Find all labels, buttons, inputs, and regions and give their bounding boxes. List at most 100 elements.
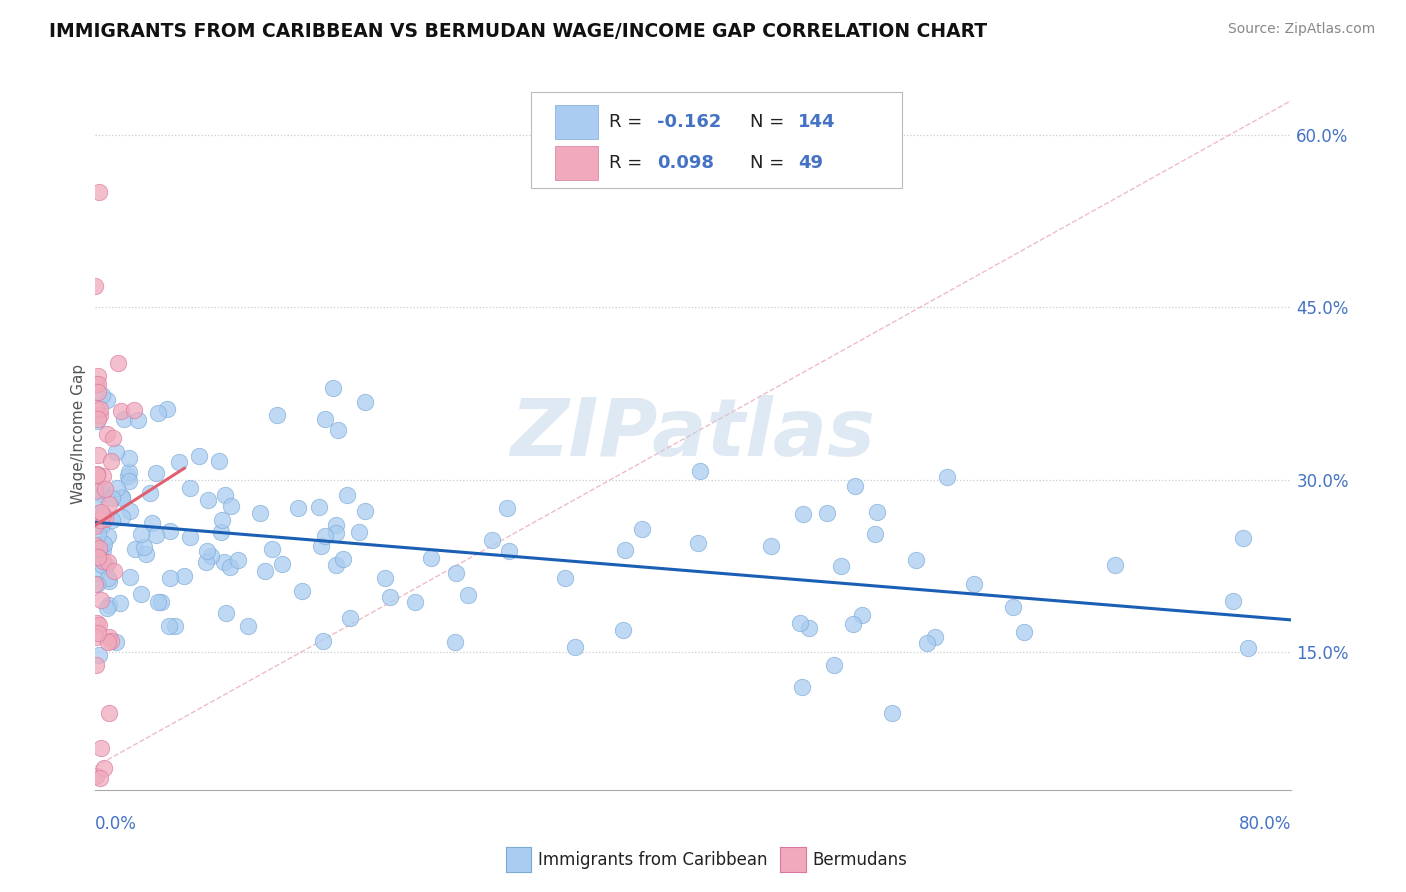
Point bbox=[98, 497, 121, 511]
Point bbox=[90, 505, 112, 519]
Text: N =: N = bbox=[751, 153, 790, 172]
Point bbox=[103, 564, 125, 578]
Point bbox=[797, 621, 820, 635]
Point bbox=[84, 516, 107, 531]
Point bbox=[118, 474, 141, 488]
Point bbox=[129, 587, 152, 601]
Point bbox=[354, 395, 377, 409]
Point bbox=[129, 527, 152, 541]
Point bbox=[112, 412, 135, 426]
FancyBboxPatch shape bbox=[531, 92, 903, 188]
Point bbox=[87, 527, 110, 541]
Point bbox=[157, 619, 180, 633]
Point bbox=[84, 377, 107, 392]
Point bbox=[118, 466, 141, 480]
Point bbox=[851, 608, 873, 623]
Point bbox=[87, 368, 110, 383]
Point bbox=[100, 453, 122, 467]
Point bbox=[271, 557, 294, 571]
Point bbox=[380, 591, 402, 605]
Point bbox=[238, 619, 260, 633]
Point bbox=[84, 538, 107, 552]
Point bbox=[111, 510, 134, 524]
Point bbox=[481, 533, 503, 548]
Point bbox=[200, 549, 222, 564]
Point bbox=[211, 513, 233, 527]
Point bbox=[93, 761, 115, 775]
Point bbox=[322, 381, 344, 395]
Point bbox=[94, 558, 117, 573]
Point bbox=[815, 506, 838, 520]
Point bbox=[308, 500, 330, 514]
Point bbox=[266, 408, 288, 422]
Text: 49: 49 bbox=[799, 153, 824, 172]
Point bbox=[159, 524, 181, 539]
Point bbox=[94, 512, 117, 526]
Point bbox=[84, 484, 107, 499]
FancyBboxPatch shape bbox=[555, 145, 599, 179]
Point bbox=[84, 769, 107, 783]
Point bbox=[87, 412, 110, 426]
Point bbox=[325, 517, 347, 532]
Point bbox=[97, 571, 120, 585]
Point bbox=[90, 483, 112, 497]
FancyBboxPatch shape bbox=[555, 104, 599, 139]
Point bbox=[347, 524, 370, 539]
Point bbox=[554, 571, 576, 585]
Point bbox=[792, 507, 814, 521]
Text: Bermudans: Bermudans bbox=[813, 851, 907, 869]
Point bbox=[97, 529, 120, 543]
Y-axis label: Wage/Income Gap: Wage/Income Gap bbox=[72, 364, 86, 504]
Point bbox=[882, 706, 904, 720]
Point bbox=[842, 616, 865, 631]
Point bbox=[96, 426, 118, 441]
Point bbox=[865, 526, 887, 541]
Point bbox=[86, 414, 108, 428]
Text: 80.0%: 80.0% bbox=[1239, 815, 1292, 833]
Point bbox=[844, 479, 866, 493]
Point bbox=[135, 547, 157, 561]
Point bbox=[179, 482, 201, 496]
Point bbox=[686, 536, 709, 550]
Point bbox=[963, 577, 986, 591]
Point bbox=[630, 522, 652, 536]
Point bbox=[97, 574, 120, 588]
Point bbox=[87, 384, 110, 399]
Point bbox=[326, 423, 349, 437]
Point bbox=[98, 598, 121, 612]
Point bbox=[823, 658, 845, 673]
Text: 0.098: 0.098 bbox=[657, 153, 714, 172]
Point bbox=[87, 186, 110, 200]
Text: -0.162: -0.162 bbox=[657, 112, 721, 131]
Text: Immigrants from Caribbean: Immigrants from Caribbean bbox=[538, 851, 768, 869]
Point bbox=[86, 566, 108, 580]
Point bbox=[1002, 600, 1025, 615]
Point bbox=[498, 543, 520, 558]
Point bbox=[404, 595, 426, 609]
Point bbox=[86, 467, 108, 481]
Point bbox=[148, 595, 170, 609]
Point bbox=[89, 771, 111, 785]
Point bbox=[91, 543, 114, 558]
Point bbox=[84, 279, 107, 293]
Point bbox=[98, 706, 121, 720]
Point bbox=[110, 404, 132, 418]
Point bbox=[339, 611, 361, 625]
Text: R =: R = bbox=[609, 112, 648, 131]
Point bbox=[87, 509, 110, 524]
Point bbox=[936, 470, 959, 484]
Point bbox=[167, 455, 190, 469]
Point bbox=[287, 500, 309, 515]
Point bbox=[107, 356, 129, 370]
Point bbox=[84, 576, 107, 591]
Point bbox=[830, 558, 852, 573]
Point bbox=[139, 486, 162, 500]
Point bbox=[91, 487, 114, 501]
Point bbox=[93, 537, 115, 551]
Point bbox=[214, 488, 236, 502]
Point bbox=[89, 541, 111, 555]
Point bbox=[1012, 625, 1035, 640]
Point bbox=[254, 564, 277, 578]
Point bbox=[314, 412, 336, 426]
Point bbox=[145, 527, 167, 541]
